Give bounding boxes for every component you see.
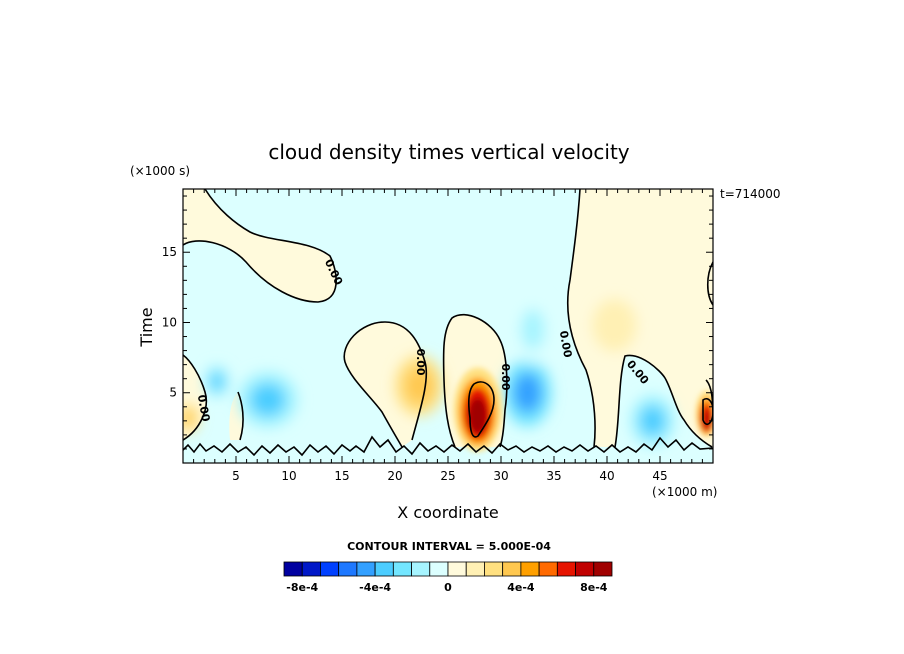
field-blob-core: [639, 405, 666, 437]
x-tick-label: 15: [334, 469, 349, 483]
y-unit-label: (×1000 s): [130, 164, 190, 178]
x-tick-label: 35: [546, 469, 561, 483]
colorbar-swatch: [392, 561, 412, 577]
colorbar-swatch: [301, 561, 321, 577]
x-axis-label: X coordinate: [397, 503, 498, 522]
colorbar-swatch: [593, 561, 613, 577]
colorbar-swatch: [429, 561, 449, 577]
colorbar-swatch: [465, 561, 485, 577]
field-blob-core: [183, 409, 195, 427]
colorbar-swatch: [356, 561, 376, 577]
positive-lobe-left: [344, 322, 427, 447]
field-blob: [468, 397, 487, 434]
colorbar-labels: -8e-4 -4e-4 0 4e-4 8e-4: [286, 581, 608, 594]
colorbar-swatch: [374, 561, 394, 577]
colorbar-swatch: [320, 561, 340, 577]
colorbar-swatch: [411, 561, 431, 577]
x-tick-label: 5: [232, 469, 240, 483]
y-tick-label: 10: [162, 315, 177, 329]
contour-label: 0.00: [195, 394, 213, 423]
contour-label: 0.00: [414, 348, 427, 375]
contour-label: 0.00: [557, 330, 575, 359]
chart-title: cloud density times vertical velocity: [268, 140, 629, 164]
x-tick-label: 40: [599, 469, 614, 483]
y-axis: 5 10 15: [162, 195, 713, 450]
x-axis: 5 10 15 20 25 30 35 40 45: [193, 189, 703, 483]
x-tick-label: 10: [281, 469, 296, 483]
timestamp-label: t=714000: [720, 187, 781, 201]
colorbar-tick-label: 4e-4: [507, 581, 535, 594]
x-tick-label: 30: [493, 469, 508, 483]
x-unit-label: (×1000 m): [652, 485, 717, 499]
colorbar-tick-label: 0: [444, 581, 452, 594]
zero-contours: [183, 189, 713, 457]
colorbar-swatch: [502, 561, 522, 577]
x-tick-label: 45: [652, 469, 667, 483]
y-tick-label: 15: [162, 245, 177, 259]
colorbar-swatch: [520, 561, 540, 577]
y-axis-label: Time: [137, 307, 156, 347]
field-blob-core: [520, 309, 545, 350]
colorbar-swatch: [447, 561, 467, 577]
colorbar-swatch: [484, 561, 504, 577]
colorbar-tick-label: -4e-4: [359, 581, 391, 594]
colorbar-swatch: [338, 561, 358, 577]
colorbar-tick-label: 8e-4: [580, 581, 608, 594]
colorbar-tick-label: -8e-4: [286, 581, 318, 594]
field-blob: [702, 409, 711, 430]
field-blob-core: [513, 372, 542, 414]
field-blob-core: [601, 309, 628, 341]
colorbar-swatch: [283, 561, 303, 577]
colorbar-swatch: [575, 561, 595, 577]
contour-label: 0.00: [499, 363, 512, 390]
plot-area: 0.000.000.000.000.000.00: [183, 189, 713, 463]
colorbar-swatch: [538, 561, 558, 577]
field-blob-core: [209, 371, 225, 392]
contour-interval-label: CONTOUR INTERVAL = 5.000E-04: [347, 540, 551, 553]
colorbar-swatch: [556, 561, 576, 577]
x-tick-label: 25: [440, 469, 455, 483]
colorbar: [283, 561, 613, 577]
y-tick-label: 5: [169, 386, 177, 400]
x-tick-label: 20: [387, 469, 402, 483]
field-blob-core: [249, 382, 286, 417]
